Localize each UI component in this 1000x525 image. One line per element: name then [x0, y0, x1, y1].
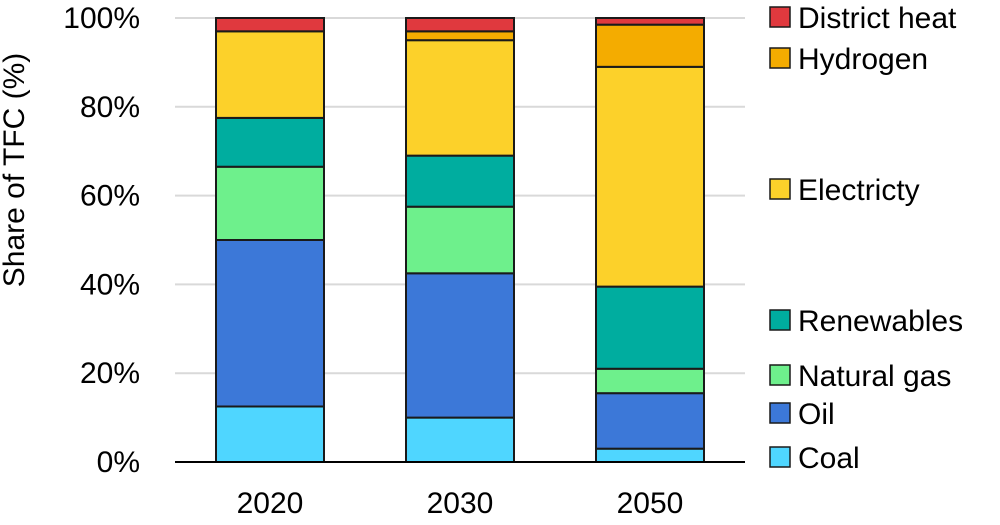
- bar-segment-hydrogen: [595, 23, 705, 68]
- legend-item-natural-gas: Natural gas: [769, 360, 951, 393]
- bar-segment-district-heat: [215, 17, 325, 33]
- bar-segment-oil: [405, 272, 515, 419]
- legend-label: Natural gas: [798, 360, 951, 393]
- bar-stack-2020: [215, 17, 325, 463]
- bar-segment-district-heat: [595, 17, 705, 26]
- x-tick-label: 2050: [617, 487, 684, 520]
- bar-segment-renewables: [595, 285, 705, 370]
- legend: Coal Oil Natural gas Renewables Electricty Hy…: [769, 2, 963, 475]
- y-tick-label: 0%: [97, 446, 140, 479]
- legend-item-renewables: Renewables: [769, 305, 963, 338]
- legend-swatch: [769, 364, 791, 386]
- bar-segment-natural-gas: [215, 165, 325, 242]
- bar-segment-electricty: [595, 65, 705, 288]
- bar-segment-natural-gas: [595, 367, 705, 395]
- y-tick-label: 100%: [63, 2, 140, 35]
- legend-swatch: [769, 47, 791, 69]
- x-tick-labels: 2020 2030 2050: [237, 487, 684, 520]
- x-tick-label: 2020: [237, 487, 304, 520]
- bar-segment-hydrogen: [405, 30, 515, 42]
- bar-segment-coal: [405, 416, 515, 464]
- bar-segment-oil: [595, 392, 705, 450]
- bar-stack-2030: [405, 17, 515, 464]
- bar-stacks: [215, 17, 705, 464]
- legend-swatch: [769, 446, 791, 468]
- y-tick-label: 20%: [80, 357, 140, 390]
- legend-label: Renewables: [798, 305, 963, 338]
- bar-segment-coal: [215, 405, 325, 463]
- y-tick-labels: 0% 20% 40% 60% 80% 100%: [63, 2, 140, 479]
- legend-label: Electricty: [798, 174, 920, 207]
- legend-swatch: [769, 6, 791, 28]
- bar-segment-renewables: [405, 154, 515, 208]
- bar-stack-2050: [595, 17, 705, 463]
- legend-label: District heat: [798, 2, 957, 35]
- bar-segment-electricty: [405, 39, 515, 157]
- legend-item-hydrogen: Hydrogen: [769, 43, 928, 76]
- legend-item-electricty: Electricty: [769, 174, 920, 207]
- bar-segment-natural-gas: [405, 205, 515, 275]
- legend-item-district-heat: District heat: [769, 2, 957, 35]
- legend-swatch: [769, 178, 791, 200]
- y-axis-title: Share of TFC (%): [0, 53, 31, 288]
- bar-segment-coal: [595, 447, 705, 463]
- legend-swatch: [769, 309, 791, 331]
- legend-label: Hydrogen: [798, 43, 928, 76]
- y-tick-label: 40%: [80, 268, 140, 301]
- legend-item-oil: Oil: [769, 398, 835, 431]
- bar-segment-electricty: [215, 30, 325, 119]
- bar-segment-renewables: [215, 116, 325, 168]
- y-tick-label: 60%: [80, 180, 140, 213]
- legend-label: Coal: [798, 442, 860, 475]
- legend-swatch: [769, 402, 791, 424]
- legend-item-coal: Coal: [769, 442, 860, 475]
- y-tick-label: 80%: [80, 91, 140, 124]
- bar-segment-oil: [215, 239, 325, 408]
- bar-segment-district-heat: [405, 17, 515, 33]
- legend-label: Oil: [798, 398, 835, 431]
- x-tick-label: 2030: [427, 487, 494, 520]
